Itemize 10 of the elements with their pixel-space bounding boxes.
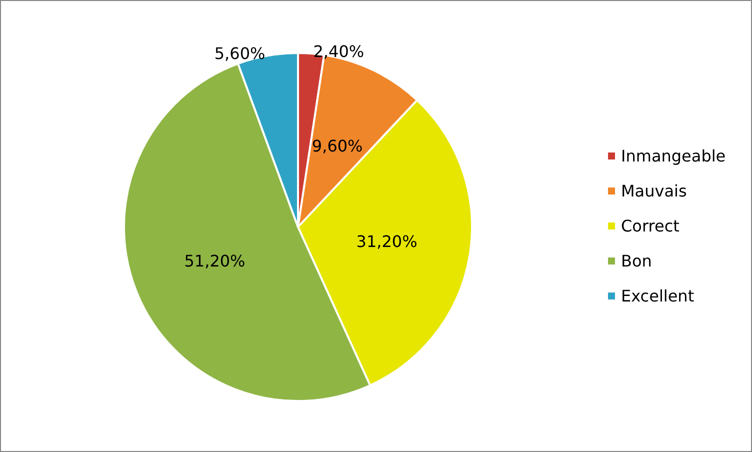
data-label: 51,20% bbox=[184, 252, 246, 271]
data-label: 9,60% bbox=[312, 136, 363, 156]
legend-label: Excellent bbox=[621, 286, 694, 306]
data-label: 2,40% bbox=[313, 42, 364, 61]
data-label: 31,20% bbox=[356, 232, 418, 252]
legend-label: Mauvais bbox=[621, 182, 687, 200]
data-label: 5,60% bbox=[214, 44, 266, 64]
legend-label: Inmangeable bbox=[621, 146, 726, 166]
legend-label: Correct bbox=[621, 216, 680, 236]
legend-label: Bon bbox=[621, 252, 652, 270]
